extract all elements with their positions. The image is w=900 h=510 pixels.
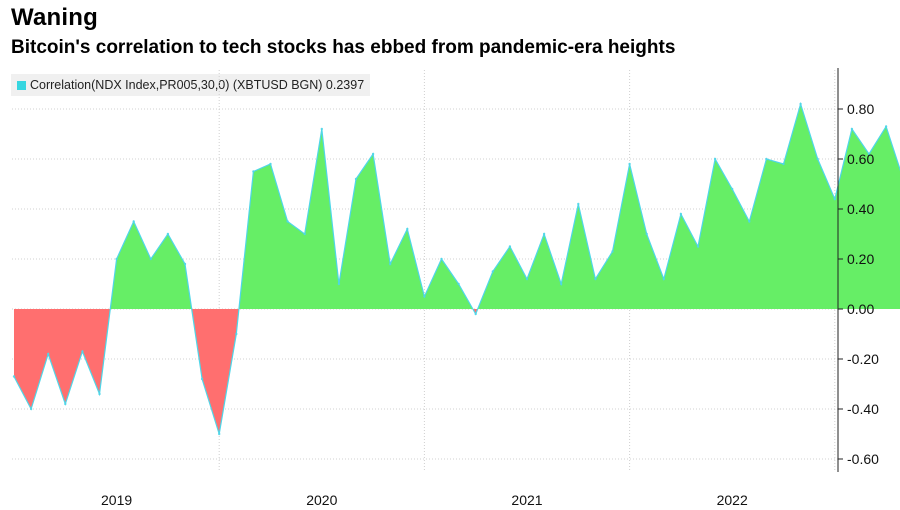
data-point <box>782 162 785 166</box>
data-point <box>389 262 392 266</box>
data-point <box>132 220 135 223</box>
data-point <box>884 125 888 128</box>
area-positive <box>238 129 473 309</box>
data-point <box>337 282 341 286</box>
y-tick-label: -0.20 <box>847 351 879 367</box>
data-point <box>662 277 665 281</box>
data-point <box>354 177 358 181</box>
area-positive <box>110 221 192 309</box>
data-point <box>508 245 512 248</box>
data-point <box>200 377 204 381</box>
y-tick-label: 0.20 <box>847 251 874 267</box>
data-point <box>748 220 751 223</box>
x-tick-label: 2019 <box>101 492 132 508</box>
area-series <box>12 101 900 436</box>
y-tick-label: -0.40 <box>847 401 879 417</box>
data-point <box>542 232 546 236</box>
area-negative <box>191 309 239 434</box>
legend-label: Correlation(NDX Index,PR005,30,0) (XBTUS… <box>30 78 365 92</box>
data-point <box>98 392 101 396</box>
chart-title: Waning <box>11 4 98 31</box>
data-point <box>269 162 272 166</box>
data-point <box>29 407 33 411</box>
legend: Correlation(NDX Index,PR005,30,0) (XBTUS… <box>11 74 371 96</box>
data-point <box>47 352 50 356</box>
data-point <box>713 157 717 161</box>
area-positive <box>477 104 900 309</box>
data-point <box>81 350 84 353</box>
data-point <box>799 102 802 106</box>
data-point <box>611 250 614 253</box>
data-point <box>577 202 580 206</box>
data-point <box>731 187 734 191</box>
data-point <box>12 375 16 378</box>
data-point <box>115 257 118 261</box>
y-tick-label: 0.00 <box>847 301 874 317</box>
data-point <box>850 127 854 131</box>
data-point <box>645 232 648 236</box>
data-point <box>816 157 819 161</box>
data-point <box>183 262 187 266</box>
legend-swatch <box>17 80 26 90</box>
axes: 0.80 0.60 0.40 0.20 0.00 -0.20 -0.40 -0.60 2019 2… <box>101 68 879 508</box>
y-tick-label: 0.40 <box>847 201 874 217</box>
data-point <box>235 332 238 336</box>
data-point <box>149 257 152 261</box>
chart-subtitle: Bitcoin's correlation to tech stocks has… <box>11 37 676 58</box>
data-point <box>286 220 289 223</box>
data-point <box>406 227 409 231</box>
data-point <box>64 402 67 406</box>
x-tick-label: 2021 <box>511 492 542 508</box>
data-point <box>679 212 683 216</box>
data-point <box>833 197 836 201</box>
data-point <box>474 312 477 316</box>
data-point <box>440 257 443 261</box>
data-point <box>252 170 255 173</box>
data-point <box>320 127 323 131</box>
y-tick-label: 0.60 <box>847 151 874 167</box>
data-point <box>560 282 563 286</box>
data-point <box>765 157 768 161</box>
y-tick-label: -0.60 <box>847 451 879 467</box>
data-point <box>371 152 375 156</box>
data-point <box>457 282 460 286</box>
x-tick-label: 2020 <box>306 492 337 508</box>
x-tick-label: 2022 <box>717 492 748 508</box>
data-point <box>525 277 529 281</box>
data-point <box>303 232 306 236</box>
data-point <box>696 245 700 248</box>
data-point <box>166 232 170 236</box>
data-point <box>628 162 631 166</box>
data-point <box>491 270 494 273</box>
data-point <box>867 152 871 156</box>
data-point <box>594 277 597 281</box>
y-tick-label: 0.80 <box>847 101 874 117</box>
data-point <box>423 295 426 298</box>
data-point <box>218 432 221 436</box>
area-negative <box>14 309 111 409</box>
